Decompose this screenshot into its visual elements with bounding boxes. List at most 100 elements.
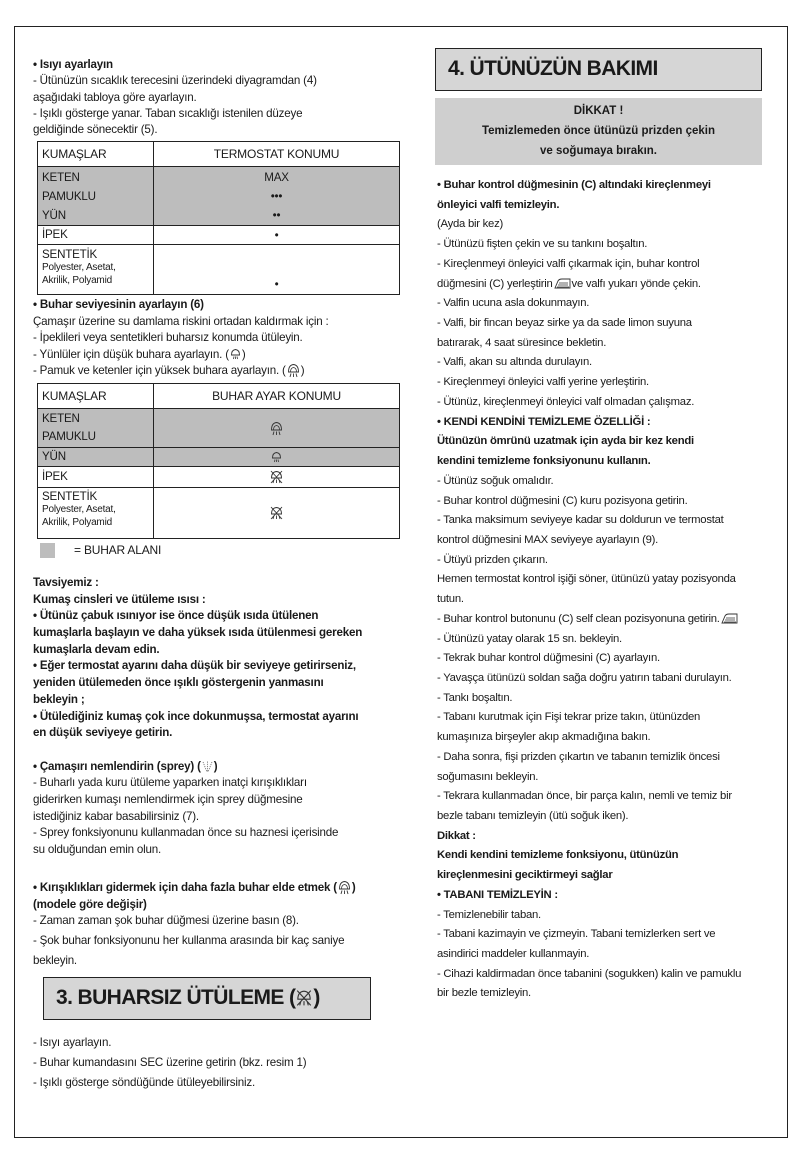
text-line: - Ütüyü prizden çıkarın.	[437, 551, 741, 571]
thermostat-setting: •••	[270, 190, 283, 203]
line-text: su olduğundan emin olun.	[33, 843, 161, 856]
table-row: YÜN	[37, 447, 400, 467]
line-text: Kendi kendini temizleme fonksiyonu, ütün…	[437, 849, 679, 862]
line-text: (modele göre değişir)	[33, 897, 147, 911]
fabric-name: KETEN	[42, 412, 80, 425]
text-line: tutun.	[437, 590, 741, 610]
text-line: • Eğer termostat ayarını daha düşük bir …	[33, 658, 362, 675]
text-line: - Tanka maksimum seviyeye kadar su doldu…	[437, 511, 741, 531]
text-line: kumaşlarla başlayın ve daha yüksek ısıda…	[33, 625, 362, 642]
text-line: - Buhar kontrol düğmesini (C) kuru pozis…	[437, 492, 741, 512]
text-line: aşağıdaki tabloya göre ayarlayın.	[33, 90, 317, 106]
text-line: - Tabani kazimayin ve çizmeyin. Tabani t…	[437, 925, 741, 945]
fabric-detail: Akrilik, Polyamid	[42, 517, 112, 528]
line-text: kumaşınıza birşeyler akıp akmadığına bak…	[437, 731, 651, 744]
text-line: - Buharlı yada kuru ütüleme yaparken ina…	[33, 775, 362, 792]
text-line: - Buhar kumandasını SEC üzerine getirin …	[33, 1053, 307, 1073]
warning-box: DİKKAT ! Temizlemeden önce ütünüzü prizd…	[435, 98, 762, 165]
line-text: - Buhar kontrol düğmesini (C) kuru pozis…	[437, 494, 688, 507]
heat-section: • Isıyı ayarlayın - Ütünüzün sıcaklık ter…	[33, 57, 317, 138]
text-line: • Ütülediğiniz kumaş çok ince dokunmuşsa…	[33, 709, 362, 726]
table-row: SENTETİK Polyester, Asetat, Akrilik, Pol…	[37, 487, 400, 539]
line-text: - Tekrak buhar kontrol düğmesini (C) aya…	[437, 652, 660, 665]
text-line: • Çamaşırı nemlendirin (sprey) ()	[33, 759, 362, 776]
line-text: • Ütülediğiniz kumaş çok ince dokunmuşsa…	[33, 709, 359, 723]
line-text: düğmesini (C) yerleştirin	[437, 277, 553, 290]
line-text: - Ütünüz, kireçlenmeyi önleyici valf olm…	[437, 395, 695, 408]
advice-section: Tavsiyemiz : Kumaş cinsleri ve ütüleme ıs…	[33, 575, 362, 859]
fabric-name: SENTETİK	[42, 248, 98, 261]
text-line: kontrol düğmesini MAX seviyeye ayarlayın…	[437, 531, 741, 551]
text-line: - Kireçlenmeyi önleyici valfi yerine yer…	[437, 373, 741, 393]
text-line: bekleyin ;	[33, 692, 362, 709]
section-3-heading: 3. BUHARSIZ ÜTÜLEME ()	[43, 977, 371, 1020]
text-line: yeniden ütülemeden önce ışıklı göstergen…	[33, 675, 362, 692]
line-text: Hemen termostat kontrol işiği söner, ütü…	[437, 573, 736, 586]
fabric-detail: Polyester, Asetat,	[42, 262, 116, 273]
text-line: Kendi kendini temizleme fonksiyonu, ütün…	[437, 846, 741, 866]
fabric-name: YÜN	[37, 447, 154, 467]
table-row: KETEN PAMUKLU YÜN MAX ••• ••	[37, 166, 400, 226]
line-text: Kumaş cinsleri ve ütüleme ısısı :	[33, 592, 206, 606]
section-4-title: 4. ÜTÜNÜZÜN BAKIMI	[448, 57, 658, 80]
text-line	[33, 742, 362, 759]
text-line: asindirici maddeler kullanmayin.	[437, 945, 741, 965]
text-line: - Yünlüler için düşük buhara ayarlayın. …	[33, 347, 329, 364]
fabric-name: PAMUKLU	[42, 430, 96, 443]
text-line: önleyici valfi temizleyin.	[437, 196, 741, 216]
line-text: - Pamuk ve ketenler için yüksek buhara a…	[33, 364, 286, 377]
text-line: Ütünüzün ömrünü uzatmak için ayda bir ke…	[437, 432, 741, 452]
line-text: - Valfi, akan su altında durulayın.	[437, 356, 592, 369]
thermostat-table: KUMAŞLAR TERMOSTAT KONUMU KETEN PAMUKLU …	[37, 141, 400, 295]
no-steam-icon	[296, 989, 312, 1007]
line-text: - Şok buhar fonksiyonunu her kullanma ar…	[33, 934, 345, 947]
line-text: - Tankı boşaltın.	[437, 691, 513, 704]
text-line: - Ütünüzü yatay olarak 15 sn. bekleyin.	[437, 630, 741, 650]
line-text-after: )	[213, 759, 218, 773]
text-line: giderirken kumaşı nemlendirmek için spre…	[33, 792, 362, 809]
thermostat-setting: MAX	[264, 171, 289, 184]
steam-table: KUMAŞLAR BUHAR AYAR KONUMU KETEN PAMUKLU…	[37, 383, 400, 539]
line-text: - Ütüyü prizden çıkarın.	[437, 553, 548, 566]
line-text: - Daha sonra, fişi prizden çıkartın ve t…	[437, 750, 720, 763]
line-text: yeniden ütülemeden önce ışıklı göstergen…	[33, 676, 324, 690]
line-text: - Ütünüzü fişten çekin ve su tankını boş…	[437, 238, 648, 251]
line-text: soğumasını bekleyin.	[437, 770, 539, 783]
line-text: - Ütünüz soğuk omalıdır.	[437, 474, 554, 487]
text-line: - Tekrara kullanmadan önce, bir parça ka…	[437, 787, 741, 807]
line-text: - Işıklı gösterge yanar. Taban sıcaklığı…	[33, 106, 303, 120]
line-text: - Valfi, bir fincan beyaz sirke ya da sa…	[437, 317, 692, 330]
table-row: KETEN PAMUKLU	[37, 408, 400, 448]
line-text: bezle tabanı temizleyin (ütü soğuk iken)…	[437, 810, 629, 822]
text-line: - Daha sonra, fişi prizden çıkartın ve t…	[437, 748, 741, 768]
text-line: - Valfi, akan su altında durulayın.	[437, 353, 741, 373]
shock-steam-section: - Zaman zaman şok buhar düğmesi üzerine …	[33, 911, 345, 971]
section-3-title-close: )	[313, 986, 320, 1009]
steam-area-swatch	[40, 543, 55, 558]
text-line: kumaşınıza birşeyler akıp akmadığına bak…	[437, 728, 741, 748]
line-text: • Kırışıklıkları gidermek için daha fazl…	[33, 881, 337, 894]
thermostat-setting: •	[153, 225, 400, 245]
steam-section: • Buhar seviyesinin ayarlayın (6) Çamaşır…	[33, 297, 329, 380]
line-text: • KENDİ KENDİNİ TEMİZLEME ÖZELLİĞİ :	[437, 415, 651, 428]
text-line: - Cihazi kaldirmadan önce tabanini (sogu…	[437, 965, 741, 985]
line-text: - Buhar kontrol butonunu (C) self clean …	[437, 612, 720, 625]
shock-steam-title: • Kırışıklıkları gidermek için daha fazl…	[33, 880, 356, 913]
line-text: - Işıklı gösterge söndüğünde ütüleyebili…	[33, 1076, 255, 1089]
text-line: - Ütünüzün sıcaklık terecesini üzerindek…	[33, 73, 317, 89]
text-line: Kumaş cinsleri ve ütüleme ısısı :	[33, 592, 362, 609]
line-text: asindirici maddeler kullanmayin.	[437, 948, 590, 961]
text-line: Dikkat :	[437, 827, 741, 847]
line-text: bekleyin ;	[33, 692, 85, 706]
table-row: İPEK	[37, 466, 400, 488]
text-line: - Yavaşça ütünüzü soldan sağa doğru yatı…	[437, 669, 741, 689]
text-line: bir bezle temizleyin.	[437, 984, 741, 1004]
text-line: bezle tabanı temizleyin (ütü soğuk iken)…	[437, 807, 741, 827]
line-text: - Kireçlenmeyi önleyici valfi çıkarmak i…	[437, 257, 700, 270]
text-line: geldiğinde sönecektir (5).	[33, 122, 317, 138]
thermostat-setting: •	[153, 244, 400, 295]
line-text: • Buhar kontrol düğmesinin (C) altındaki…	[437, 179, 711, 191]
text-line: - Temizlenebilir taban.	[437, 906, 741, 926]
text-line: - Ütünüzü fişten çekin ve su tankını boş…	[437, 235, 741, 255]
line-text: kireçlenmesini geciktirmeyi sağlar	[437, 869, 613, 882]
